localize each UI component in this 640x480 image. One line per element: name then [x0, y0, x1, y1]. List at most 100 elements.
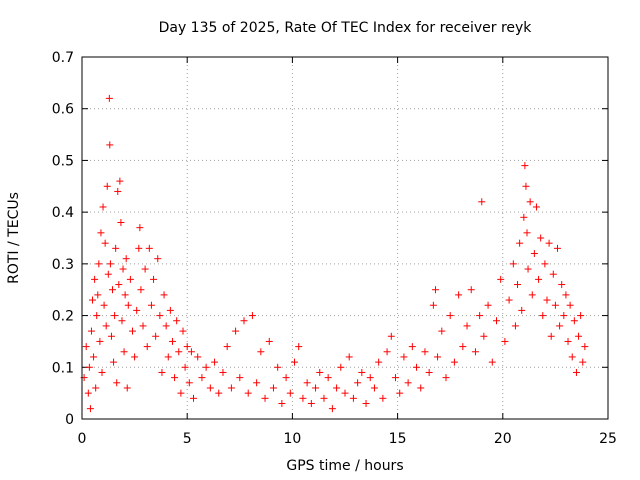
data-point	[158, 368, 166, 376]
data-point	[94, 291, 102, 299]
data-point	[511, 322, 519, 330]
x-axis-label: GPS time / hours	[286, 458, 403, 474]
data-point	[558, 281, 566, 289]
data-point	[248, 312, 256, 320]
data-point	[122, 255, 130, 263]
data-point	[413, 363, 421, 371]
data-point	[107, 332, 115, 340]
data-point	[478, 198, 486, 206]
data-point	[84, 389, 92, 397]
data-point	[579, 358, 587, 366]
data-point	[89, 296, 97, 304]
data-point	[545, 239, 553, 247]
data-point	[541, 260, 549, 268]
data-point	[520, 213, 528, 221]
data-point	[570, 317, 578, 325]
data-point	[136, 224, 144, 232]
data-point	[459, 343, 467, 351]
data-point	[551, 301, 559, 309]
data-point	[150, 275, 158, 283]
x-tick-label: 15	[389, 431, 407, 447]
data-point	[564, 337, 572, 345]
data-point	[86, 405, 94, 413]
data-point	[291, 358, 299, 366]
data-point	[408, 343, 416, 351]
tick-layer: 0 0.1 0.2 0.3 0.4 0.5 0.6 0.7 0 5 10 15 20 25	[52, 50, 617, 447]
data-point	[206, 384, 214, 392]
data-point	[442, 374, 450, 382]
data-point	[484, 301, 492, 309]
data-point	[101, 239, 109, 247]
data-point	[324, 374, 332, 382]
data-point	[333, 384, 341, 392]
data-points	[80, 94, 589, 413]
data-point	[244, 389, 252, 397]
data-point	[404, 379, 412, 387]
data-point	[387, 332, 395, 340]
data-point	[562, 291, 570, 299]
data-point	[97, 229, 105, 237]
data-point	[425, 368, 433, 376]
data-point	[446, 312, 454, 320]
data-point	[133, 306, 141, 314]
data-point	[523, 229, 531, 237]
data-point	[160, 291, 168, 299]
data-point	[556, 322, 564, 330]
data-point	[396, 389, 404, 397]
data-point	[183, 343, 191, 351]
data-point	[181, 363, 189, 371]
data-point	[194, 353, 202, 361]
data-point	[501, 337, 509, 345]
data-point	[450, 358, 458, 366]
data-point	[190, 394, 198, 402]
data-point	[572, 368, 580, 376]
data-point	[543, 296, 551, 304]
data-point	[316, 368, 324, 376]
data-point	[497, 275, 505, 283]
data-point	[345, 353, 353, 361]
data-point	[514, 281, 522, 289]
data-point	[104, 270, 112, 278]
data-point	[179, 327, 187, 335]
data-point	[341, 389, 349, 397]
data-point	[537, 234, 545, 242]
data-point	[198, 374, 206, 382]
data-point	[577, 312, 585, 320]
data-point	[120, 348, 128, 356]
data-point	[98, 368, 106, 376]
data-point	[96, 337, 104, 345]
data-point	[509, 260, 517, 268]
data-point	[145, 244, 153, 252]
data-point	[223, 343, 231, 351]
data-point	[282, 374, 290, 382]
data-point	[400, 353, 408, 361]
data-point	[295, 343, 303, 351]
x-tick-label: 20	[494, 431, 512, 447]
data-point	[303, 379, 311, 387]
data-point	[124, 301, 132, 309]
data-point	[106, 260, 114, 268]
data-point	[417, 384, 425, 392]
data-point	[152, 332, 160, 340]
data-point	[379, 394, 387, 402]
data-point	[547, 332, 555, 340]
data-point	[93, 312, 101, 320]
data-point	[518, 306, 526, 314]
data-point	[370, 384, 378, 392]
data-point	[114, 187, 122, 195]
y-tick-label: 0.5	[52, 153, 74, 169]
data-point	[109, 286, 117, 294]
data-point	[278, 399, 286, 407]
data-point	[467, 286, 475, 294]
data-point	[117, 218, 125, 226]
data-point	[91, 275, 99, 283]
data-point	[119, 265, 127, 273]
data-point	[219, 368, 227, 376]
y-tick-label: 0.6	[52, 102, 74, 118]
data-point	[312, 384, 320, 392]
x-tick-label: 5	[183, 431, 192, 447]
data-point	[85, 363, 93, 371]
data-point	[171, 374, 179, 382]
data-point	[185, 379, 193, 387]
